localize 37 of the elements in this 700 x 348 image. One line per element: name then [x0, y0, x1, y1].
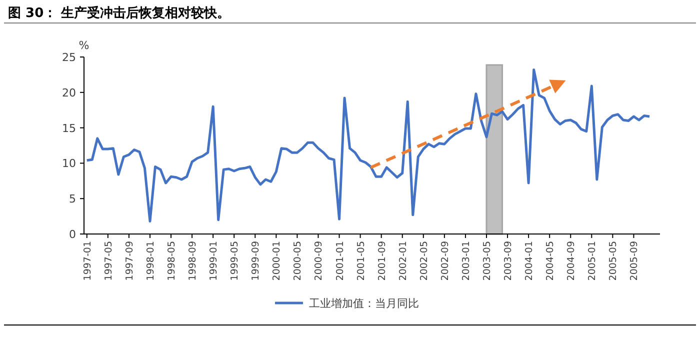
- y-tick-label: 0: [69, 228, 76, 241]
- x-tick-label: 2004-01: [524, 241, 536, 281]
- chart-title: 图 30： 生产受冲击后恢复相对较快。: [8, 5, 230, 21]
- x-tick-label: 2001-09: [376, 241, 388, 281]
- x-tick-label: 2001-05: [356, 241, 367, 281]
- x-tick-label: 2003-05: [482, 241, 493, 281]
- x-tick-label: 1999-05: [230, 241, 241, 281]
- x-tick-label: 1998-09: [188, 241, 199, 281]
- x-tick-label: 1997-09: [124, 241, 136, 281]
- x-tick-label: 2004-09: [566, 241, 578, 281]
- x-tick-label: 2002-01: [398, 241, 409, 281]
- y-tick-label: 5: [69, 192, 76, 206]
- x-tick-label: 2002-09: [440, 241, 451, 281]
- y-tick-label: 20: [62, 86, 76, 100]
- x-tick-label: 2000-05: [292, 241, 304, 281]
- x-tick-label: 2005-05: [608, 241, 620, 281]
- x-tick-label: 2005-09: [629, 241, 640, 281]
- x-tick-label: 2003-09: [503, 241, 514, 281]
- x-tick-label: 1999-01: [208, 241, 220, 281]
- line-series: [86, 68, 651, 223]
- x-tick-label: 2000-01: [272, 241, 283, 281]
- x-tick-label: 1998-05: [166, 241, 178, 281]
- y-tick-label: 10: [62, 157, 76, 170]
- y-axis-title: %: [78, 39, 90, 52]
- x-tick-label: 2005-01: [587, 241, 598, 281]
- x-tick-label: 2004-05: [545, 241, 556, 281]
- x-tick-label: 2003-01: [460, 241, 472, 281]
- y-tick-label: 25: [62, 51, 76, 64]
- x-tick-label: 1997-05: [103, 241, 114, 281]
- x-tick-label: 1997-01: [82, 241, 94, 281]
- x-tick-label: 2000-09: [314, 241, 325, 281]
- x-tick-label: 1999-09: [250, 241, 262, 281]
- x-tick-label: 2002-05: [418, 241, 430, 281]
- x-tick-label: 1998-01: [145, 241, 156, 281]
- y-tick-label: 15: [62, 122, 76, 135]
- x-tick-label: 2001-01: [334, 241, 346, 281]
- legend-label: 工业增加值：当月同比: [309, 297, 419, 310]
